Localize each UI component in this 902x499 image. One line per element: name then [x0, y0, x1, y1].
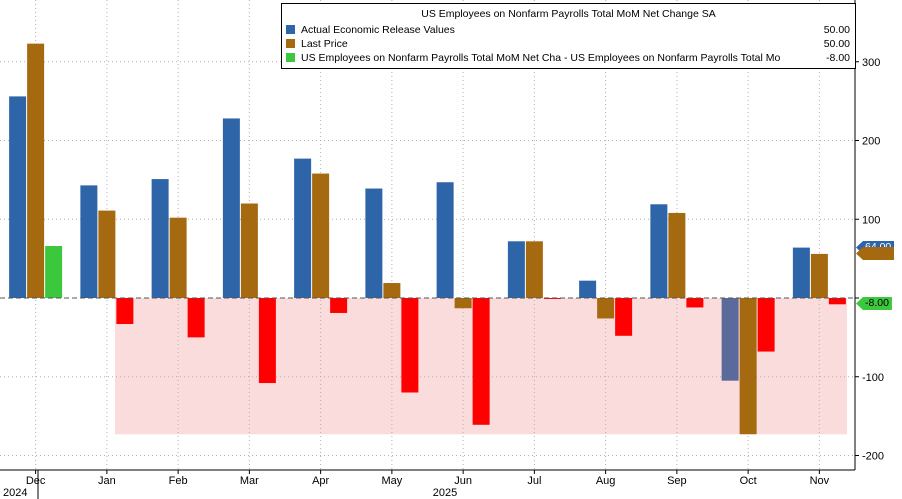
- legend-swatch-actual: [286, 25, 295, 34]
- x-tick-label: Oct: [740, 475, 757, 487]
- y-tick-label: -100: [862, 372, 884, 384]
- x-tick-label: Jul: [527, 475, 541, 487]
- value-badge: 56.00: [856, 247, 895, 260]
- y-tick-label: 100: [862, 214, 880, 226]
- year-label: 2024: [3, 487, 27, 499]
- bar: [650, 204, 668, 298]
- bar: [9, 96, 27, 299]
- bar: [187, 298, 205, 338]
- legend-item-actual: Actual Economic Release Values 50.00: [286, 23, 850, 36]
- bar: [792, 247, 810, 298]
- x-tick-label: Jun: [454, 475, 472, 487]
- bar: [240, 203, 258, 298]
- x-tick-label: Dec: [26, 475, 46, 487]
- bar: [294, 158, 312, 298]
- legend-item-difference: US Employees on Nonfarm Payrolls Total M…: [286, 51, 850, 64]
- x-tick-label: Nov: [810, 475, 830, 487]
- bar: [27, 43, 45, 299]
- year-label: 2025: [433, 487, 457, 499]
- legend-value-last-price: 50.00: [823, 37, 850, 50]
- bar: [365, 188, 383, 298]
- y-tick-label: 200: [862, 136, 880, 148]
- bar: [169, 217, 187, 298]
- bar: [615, 298, 633, 336]
- bar: [151, 179, 169, 298]
- legend-label-last-price: Last Price: [301, 37, 348, 50]
- value-badge: -8.00: [856, 297, 892, 310]
- bar: [721, 298, 739, 381]
- legend-swatch-last-price: [286, 39, 295, 48]
- bar: [45, 246, 63, 298]
- bar: [739, 298, 757, 435]
- bar: [668, 212, 686, 298]
- bar: [330, 298, 348, 313]
- x-tick-label: Mar: [240, 475, 259, 487]
- bar: [579, 280, 597, 298]
- x-tick-label: Apr: [312, 475, 329, 487]
- chart-legend: US Employees on Nonfarm Payrolls Total M…: [281, 3, 856, 69]
- bar: [258, 298, 276, 384]
- bar: [597, 298, 615, 319]
- legend-label-difference: US Employees on Nonfarm Payrolls Total M…: [301, 51, 781, 64]
- legend-swatch-difference: [286, 53, 295, 62]
- x-tick-label: May: [381, 475, 402, 487]
- x-tick-label: Feb: [169, 475, 188, 487]
- bar: [436, 182, 454, 298]
- bar: [116, 298, 134, 324]
- x-tick-label: Sep: [667, 475, 687, 487]
- bar: [472, 298, 490, 425]
- bar: [98, 210, 116, 298]
- x-tick-label: Jan: [98, 475, 116, 487]
- bar: [810, 253, 828, 298]
- y-tick-label: 300: [862, 57, 880, 69]
- bar: [686, 298, 704, 308]
- bar: [383, 283, 401, 298]
- bar: [222, 118, 240, 298]
- bar: [525, 241, 543, 298]
- bar: [757, 298, 775, 352]
- legend-value-actual: 50.00: [823, 23, 850, 36]
- bar: [80, 185, 98, 298]
- legend-value-difference: -8.00: [826, 51, 850, 64]
- x-tick-label: Aug: [596, 475, 616, 487]
- legend-label-actual: Actual Economic Release Values: [301, 23, 455, 36]
- bar: [828, 298, 846, 305]
- bar: [507, 241, 525, 298]
- legend-item-last-price: Last Price 50.00: [286, 37, 850, 50]
- bar: [401, 298, 419, 393]
- chart-title: US Employees on Nonfarm Payrolls Total M…: [421, 8, 716, 20]
- y-tick-label: -200: [862, 451, 884, 463]
- bar: [312, 173, 330, 298]
- bar: [454, 298, 472, 309]
